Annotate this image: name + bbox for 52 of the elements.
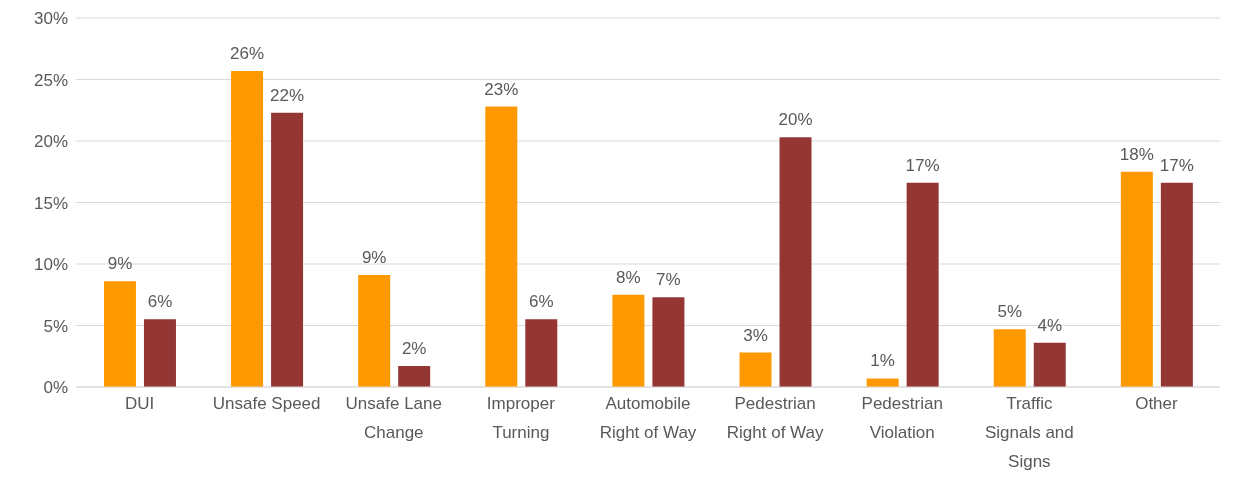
x-tick-label: Unsafe Speed [212, 394, 321, 413]
data-label: 6% [529, 292, 554, 312]
bar [993, 329, 1026, 387]
data-label: 22% [270, 85, 305, 105]
x-tick-label: Automobile Right of Way [599, 394, 697, 442]
bar [1120, 171, 1153, 387]
bar [271, 112, 304, 387]
bar [612, 294, 645, 387]
bar [652, 297, 685, 387]
data-label: 9% [107, 254, 133, 274]
bar [143, 319, 176, 387]
bar [1033, 342, 1066, 387]
data-label: 1% [870, 351, 895, 371]
x-tick-label: DUI [124, 394, 155, 413]
x-tick-label: Other [1135, 394, 1179, 413]
bar [739, 352, 772, 387]
data-label: 3% [743, 325, 768, 345]
bar [398, 366, 431, 387]
data-label: 7% [656, 270, 681, 290]
data-label: 20% [778, 110, 813, 130]
data-label: 23% [484, 79, 519, 99]
bar [231, 70, 264, 387]
y-tick-label: 15% [33, 193, 68, 213]
bar [866, 378, 899, 387]
data-label: 2% [401, 339, 427, 359]
bar [358, 275, 391, 387]
x-tick-label: Pedestrian Right of Way [726, 394, 824, 442]
data-label: 18% [1119, 144, 1154, 164]
y-tick-label: 5% [43, 316, 68, 336]
y-tick-label: 25% [33, 70, 68, 90]
data-label: 17% [1159, 155, 1194, 175]
data-label: 4% [1037, 315, 1063, 335]
data-label: 8% [616, 267, 641, 287]
data-label: 6% [147, 292, 173, 312]
y-tick-label: 10% [33, 255, 68, 275]
data-label: 9% [361, 248, 387, 268]
y-tick-label: 0% [43, 378, 68, 398]
y-tick-label: 30% [33, 9, 68, 29]
bar [779, 137, 812, 387]
x-tick-label: Improper Turning [486, 394, 556, 442]
bar [906, 182, 939, 387]
bar [103, 281, 136, 387]
x-tick-label: Pedestrian Violation [861, 394, 943, 442]
bar [525, 319, 558, 387]
x-tick-label: Unsafe Lane Change [345, 394, 442, 442]
y-tick-label: 20% [33, 132, 68, 152]
x-tick-label: Traffic Signals and Signs [984, 394, 1074, 471]
bar [485, 106, 518, 387]
data-label: 26% [230, 43, 265, 63]
data-label: 17% [905, 155, 940, 175]
data-label: 5% [997, 302, 1023, 322]
bar [1160, 182, 1193, 387]
